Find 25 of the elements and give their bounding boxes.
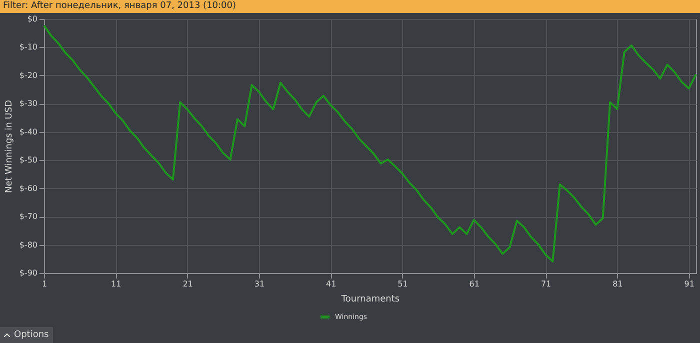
x-tick-label: 31 xyxy=(254,280,265,288)
y-tick-label: $0 xyxy=(27,14,38,24)
x-tick-label: 81 xyxy=(612,280,623,288)
x-tick-label: 11 xyxy=(111,280,122,288)
chart-title: Filter: After понедельник, января 07, 2013 (10:00) xyxy=(0,0,700,13)
x-tick-label: 41 xyxy=(326,280,336,288)
x-tick-label: 51 xyxy=(398,280,408,288)
y-axis-title: Net Winnings in USD xyxy=(4,100,14,194)
y-tick-label: $-10 xyxy=(19,42,38,52)
options-button: Options xyxy=(0,327,53,343)
x-axis-title: Tournaments xyxy=(340,294,400,304)
y-tick-label: $-90 xyxy=(19,268,38,278)
x-tick-label: 21 xyxy=(182,280,193,288)
y-tick-label: $-70 xyxy=(19,212,38,222)
x-tick-label: 71 xyxy=(540,280,552,288)
y-tick-label: $-60 xyxy=(19,184,38,193)
y-tick-label: $-20 xyxy=(19,70,38,80)
x-tick-label: 61 xyxy=(469,280,480,288)
y-tick-label: $-50 xyxy=(19,156,38,165)
x-tick-label: 1 xyxy=(42,280,48,288)
x-tick-label: 91 xyxy=(684,280,694,288)
y-tick-label: $-80 xyxy=(19,240,38,250)
y-tick-label: $-40 xyxy=(19,127,38,136)
y-tick-label: $-30 xyxy=(19,99,38,108)
line-series xyxy=(43,24,697,262)
